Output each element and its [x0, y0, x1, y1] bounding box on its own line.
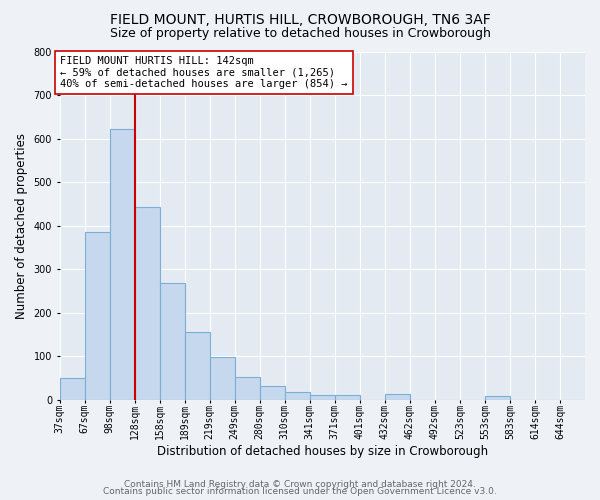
- Text: Contains public sector information licensed under the Open Government Licence v3: Contains public sector information licen…: [103, 487, 497, 496]
- Bar: [59, 378, 85, 400]
- Bar: [210, 357, 235, 400]
- Bar: [110, 128, 135, 400]
- Text: Size of property relative to detached houses in Crowborough: Size of property relative to detached ho…: [110, 28, 490, 40]
- Bar: [160, 284, 185, 400]
- Bar: [385, 394, 410, 400]
- Bar: [335, 395, 360, 400]
- Bar: [285, 392, 310, 400]
- Text: Contains HM Land Registry data © Crown copyright and database right 2024.: Contains HM Land Registry data © Crown c…: [124, 480, 476, 489]
- Bar: [485, 396, 510, 400]
- X-axis label: Distribution of detached houses by size in Crowborough: Distribution of detached houses by size …: [157, 444, 488, 458]
- Text: FIELD MOUNT, HURTIS HILL, CROWBOROUGH, TN6 3AF: FIELD MOUNT, HURTIS HILL, CROWBOROUGH, T…: [110, 12, 490, 26]
- Bar: [85, 232, 110, 400]
- Text: FIELD MOUNT HURTIS HILL: 142sqm
← 59% of detached houses are smaller (1,265)
40%: FIELD MOUNT HURTIS HILL: 142sqm ← 59% of…: [60, 56, 347, 89]
- Bar: [310, 395, 335, 400]
- Bar: [260, 386, 285, 400]
- Bar: [185, 332, 210, 400]
- Bar: [235, 377, 260, 400]
- Bar: [135, 207, 160, 400]
- Y-axis label: Number of detached properties: Number of detached properties: [15, 132, 28, 318]
